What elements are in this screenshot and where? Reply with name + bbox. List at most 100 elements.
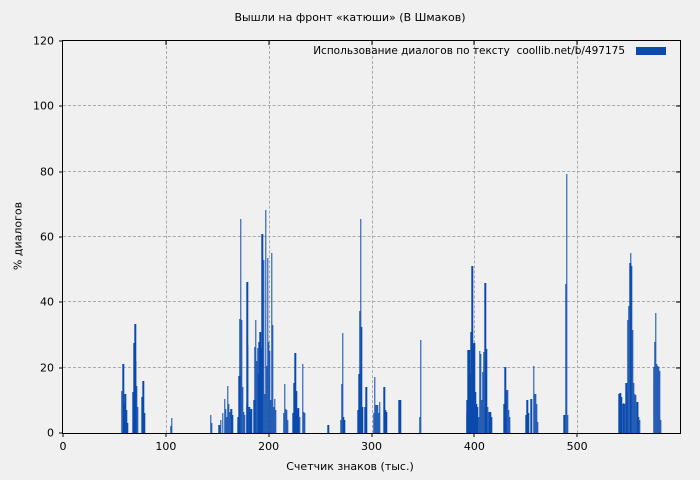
bar [133, 343, 136, 433]
bar [373, 413, 375, 433]
bar [563, 415, 566, 433]
bar [231, 415, 233, 433]
bar [141, 397, 143, 433]
bar [482, 371, 484, 433]
bar [211, 423, 213, 433]
bar [270, 400, 272, 433]
x-tick [268, 433, 270, 437]
x-tick-label: 500 [566, 440, 588, 453]
bar [480, 353, 482, 433]
bar [622, 403, 624, 433]
bar [341, 333, 344, 433]
bar [637, 401, 639, 433]
bar [136, 385, 138, 433]
bar [357, 410, 359, 433]
bar [124, 393, 126, 433]
x-tick [576, 433, 578, 437]
x-tick-label: 100 [155, 440, 177, 453]
bar [225, 408, 227, 433]
bar [122, 364, 124, 433]
bar [628, 305, 630, 433]
bar [342, 416, 345, 433]
bar [238, 375, 241, 433]
bar [256, 361, 258, 433]
bar [263, 393, 266, 433]
bar [273, 406, 275, 433]
bar [536, 403, 538, 433]
y-tick-mirror [676, 171, 680, 173]
y-axis-title: % диалогов [11, 201, 25, 271]
bar [292, 413, 295, 433]
bar [533, 366, 535, 433]
y-gridline [63, 170, 680, 172]
bar [504, 366, 506, 433]
bar [244, 415, 246, 433]
bar [566, 174, 568, 433]
x-tick [473, 433, 475, 437]
bar [376, 405, 379, 433]
bar [374, 376, 376, 433]
bar [506, 389, 508, 433]
bar [383, 387, 386, 433]
y-gridline [63, 366, 680, 368]
bar [626, 390, 628, 433]
bar [243, 411, 245, 433]
bar [364, 406, 367, 433]
bar [220, 419, 222, 433]
bar [239, 318, 241, 433]
bar [508, 416, 511, 433]
bar [379, 401, 381, 433]
bar [275, 410, 277, 433]
bar [399, 400, 401, 433]
bar [254, 347, 256, 433]
y-gridline [63, 105, 680, 107]
bar [619, 393, 622, 433]
bar [398, 400, 400, 433]
bar [296, 410, 299, 433]
bar [484, 282, 487, 433]
bar [327, 424, 329, 433]
y-tick-label: 20 [40, 361, 54, 375]
x-gridline [577, 41, 579, 433]
bar [340, 384, 343, 433]
bar [298, 416, 301, 433]
bar [527, 413, 530, 433]
bar [123, 403, 125, 433]
bar [268, 351, 271, 433]
y-tick-label: 40 [40, 295, 54, 309]
y-gridline [63, 301, 680, 303]
x-tick-mirror [576, 41, 578, 45]
bar [248, 406, 250, 433]
bar [654, 341, 656, 433]
bar [284, 408, 287, 433]
bar [359, 310, 361, 433]
bar [629, 263, 631, 433]
bar [286, 419, 289, 433]
bar [260, 348, 263, 433]
bar [505, 391, 507, 433]
bar [126, 423, 128, 433]
bar [218, 424, 220, 433]
bar [470, 331, 472, 433]
bar [132, 392, 135, 433]
bar [264, 210, 267, 433]
bar [479, 351, 481, 433]
bar [227, 385, 229, 433]
bar [385, 411, 388, 433]
bar [638, 416, 640, 433]
bar [242, 387, 244, 433]
bar [618, 393, 621, 433]
bar [565, 284, 567, 433]
bar [359, 219, 362, 433]
bar [469, 374, 471, 433]
plot-area: 0 100 200 300 400 500 0 20 40 60 80 100 120 Использо… [33, 35, 681, 453]
bar [361, 406, 363, 433]
bar [120, 390, 123, 433]
bar [419, 416, 421, 433]
bar [358, 374, 360, 433]
bar [631, 266, 633, 433]
bar [230, 408, 232, 433]
bar [472, 343, 474, 433]
bar [302, 411, 305, 433]
bar [489, 412, 491, 433]
